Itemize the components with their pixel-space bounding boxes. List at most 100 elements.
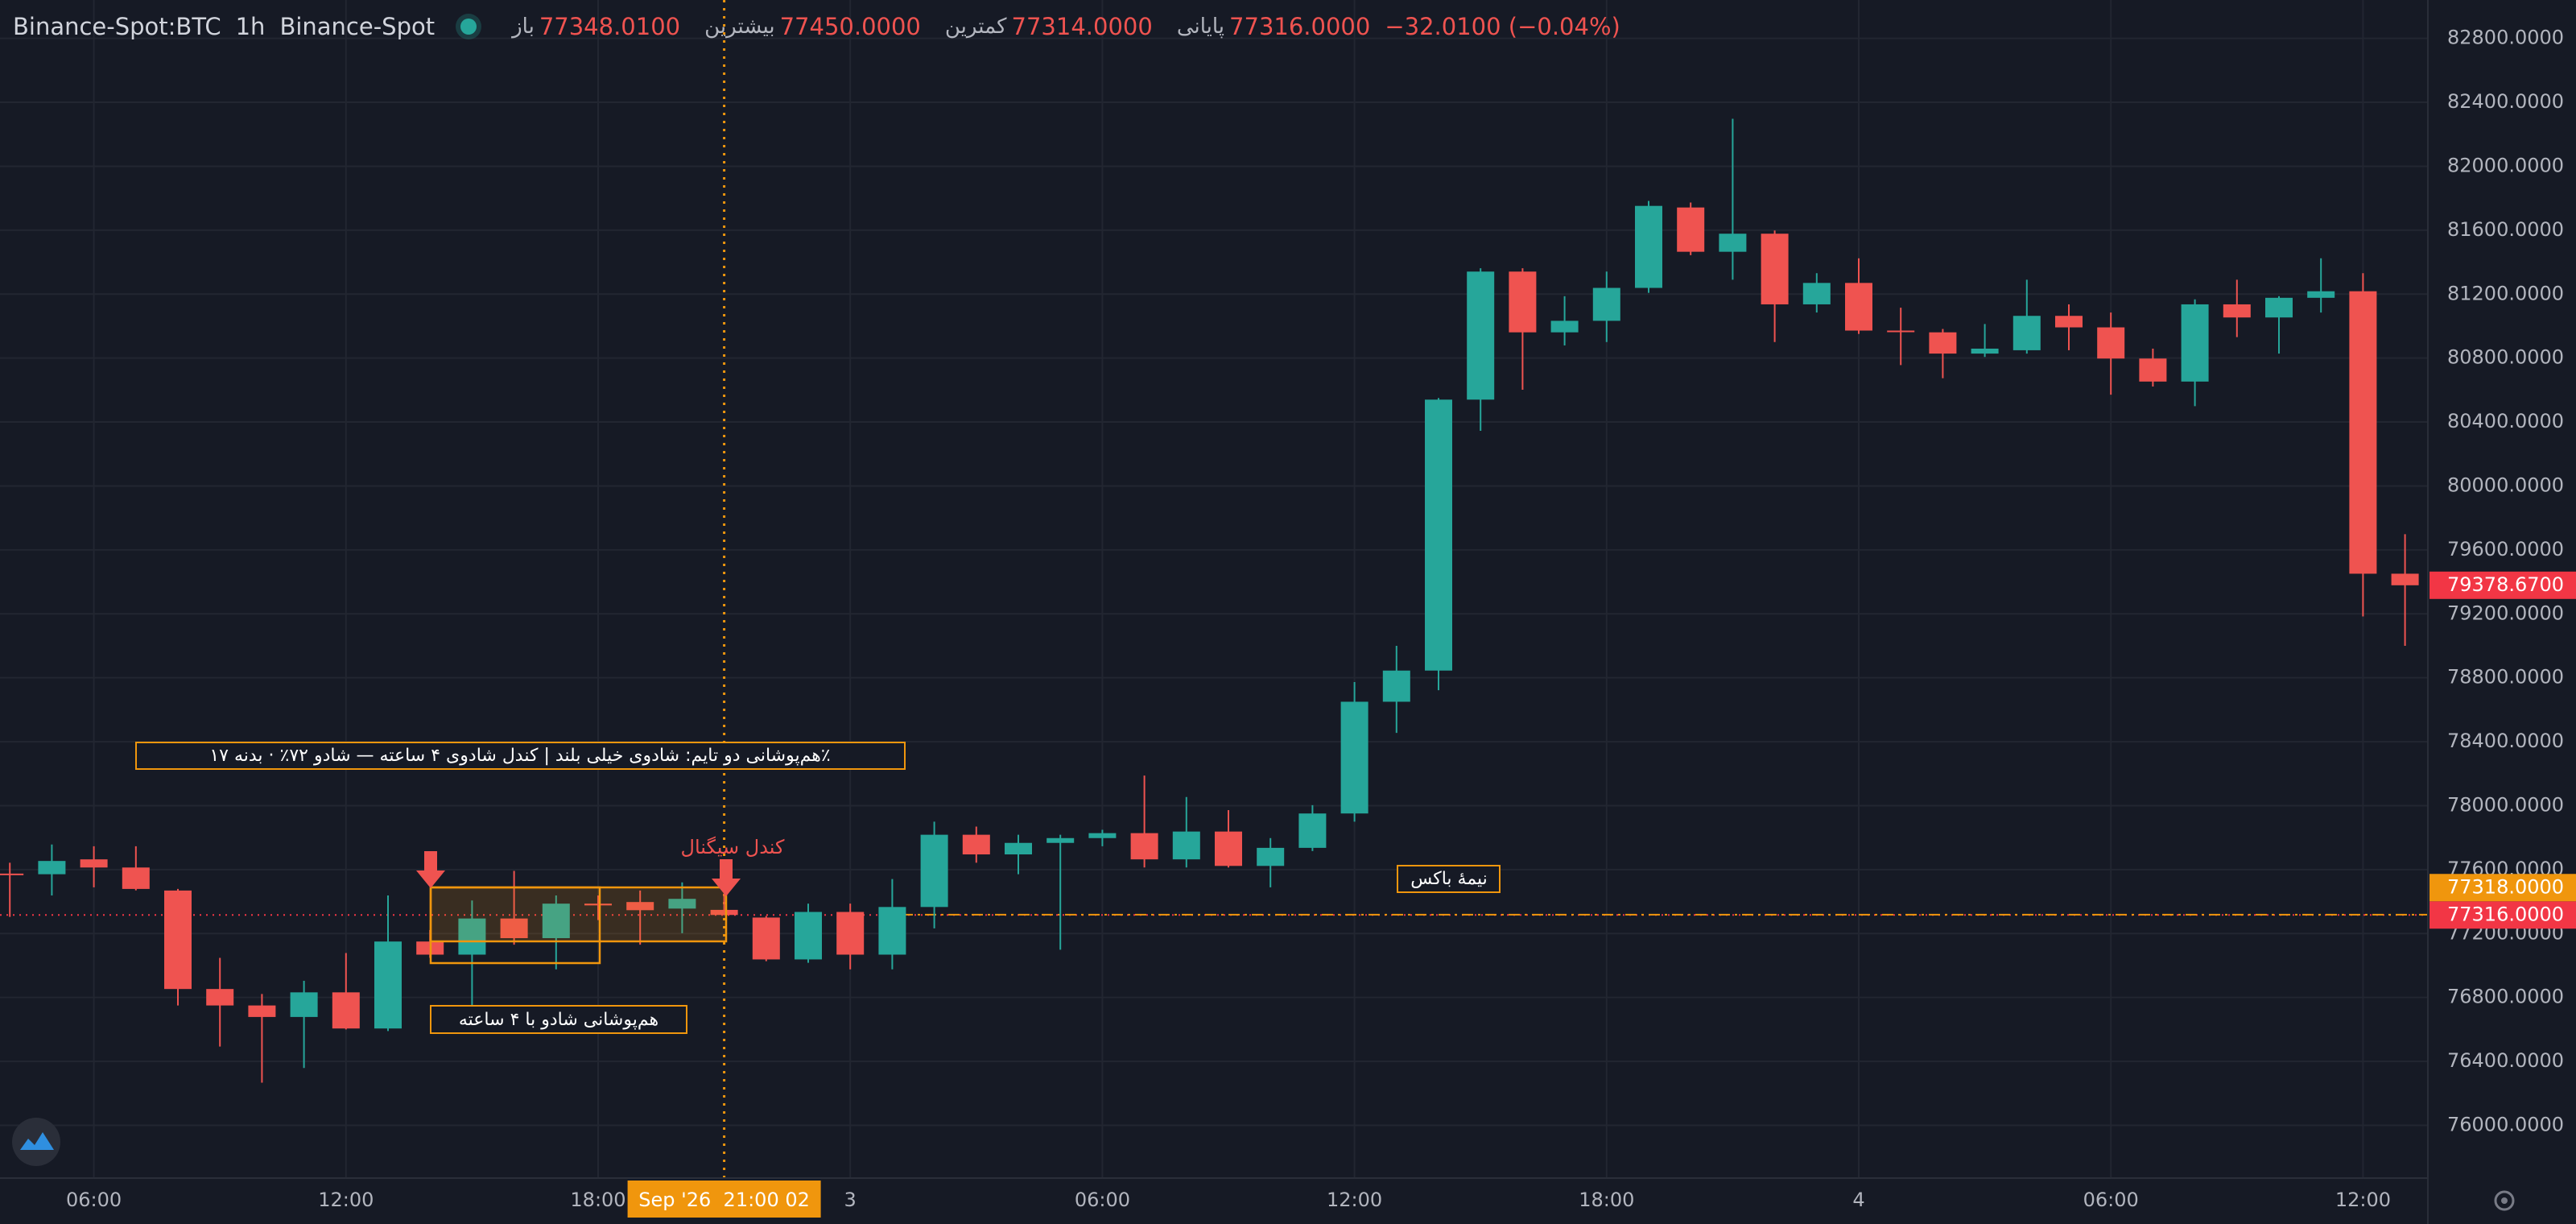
- x-tick-label: 18:00: [570, 1189, 625, 1211]
- candle-body: [374, 941, 402, 1029]
- y-tick-label: 82000.0000: [2447, 154, 2564, 176]
- candle-body: [2349, 291, 2377, 574]
- candle-body: [1046, 837, 1075, 843]
- x-tick-label: 06:00: [1075, 1189, 1130, 1211]
- logo-mark: [20, 1132, 54, 1150]
- legend-item: باز 77348.0100: [502, 13, 680, 40]
- y-tick-label: 78400.0000: [2447, 730, 2564, 752]
- y-tick-label: 78800.0000: [2447, 666, 2564, 688]
- candle-body: [878, 907, 906, 955]
- candle-body: [1088, 833, 1117, 838]
- crosshair-label-bg: [627, 1181, 821, 1218]
- legend-label: پایانی: [1176, 14, 1225, 39]
- x-tick-label: 06:00: [2083, 1189, 2139, 1211]
- candle-body: [164, 890, 192, 990]
- note-text: هم‌پوشانی شادو با ۴ ساعته: [459, 1010, 658, 1030]
- y-tick-label: 81200.0000: [2447, 282, 2564, 304]
- symbol[interactable]: Binance-Spot:BTC: [13, 13, 221, 40]
- candle-body: [542, 904, 570, 939]
- header: Binance-Spot:BTC 1h Binance-Spot باز 7734…: [13, 8, 1620, 45]
- legend-value: 77316.0000: [1229, 13, 1371, 40]
- candle-body: [2181, 304, 2209, 382]
- status-dot: [460, 19, 477, 35]
- candle-body: [332, 992, 360, 1029]
- candle-body: [1215, 831, 1242, 866]
- x-tick-label: 3: [844, 1189, 857, 1211]
- candle-body: [1550, 320, 1579, 333]
- price-tag: [2429, 571, 2576, 599]
- y-tick-label: 80000.0000: [2447, 473, 2564, 496]
- candle-body: [668, 899, 696, 909]
- x-tick-label: 06:00: [66, 1189, 122, 1211]
- candle-body: [1257, 847, 1285, 866]
- settings-gear-center: [2501, 1197, 2508, 1204]
- interval[interactable]: 1h: [235, 13, 266, 40]
- annotations: کندل سیگنال هم‌پوشانی دو تایم: شادوی خیل…: [135, 742, 1501, 1034]
- y-tick-label: 76400.0000: [2447, 1049, 2564, 1072]
- candle-body: [1887, 330, 1915, 333]
- arrow: [712, 859, 741, 896]
- candle-body: [458, 918, 486, 955]
- candle-body: [2055, 316, 2083, 328]
- candle-body: [0, 873, 24, 875]
- y-tick-label: 82800.0000: [2447, 27, 2564, 49]
- candle-body: [1635, 205, 1662, 288]
- legend-label: بیشترین: [704, 14, 775, 39]
- legend-item: بیشترین 77450.0000: [695, 13, 921, 40]
- candle-body: [920, 834, 948, 908]
- y-tick-label: 80800.0000: [2447, 346, 2564, 369]
- legend-change: −32.0100 (−0.04%): [1385, 13, 1620, 40]
- candle-body: [1929, 332, 1957, 354]
- candle-body: [1298, 813, 1327, 848]
- candle-body: [584, 904, 612, 906]
- logo: [12, 1118, 60, 1166]
- candle-body: [248, 1005, 276, 1017]
- candle-body: [1340, 701, 1368, 814]
- candle-body: [206, 989, 234, 1006]
- legend-label: کمترین: [944, 14, 1007, 39]
- price-tag: [2429, 874, 2576, 902]
- candle-body: [795, 912, 822, 960]
- candle-body: [2307, 291, 2335, 298]
- candle-body: [1971, 348, 1999, 354]
- x-tick-label: 18:00: [1579, 1189, 1634, 1211]
- candle-body: [1719, 234, 1747, 252]
- candle-body: [500, 918, 528, 939]
- candle-body: [1761, 234, 1789, 304]
- candle-body: [2265, 297, 2293, 318]
- note-box: [1397, 865, 1501, 893]
- candle-body: [1425, 399, 1452, 671]
- y-tick-label: 79200.0000: [2447, 602, 2564, 624]
- candle-body: [1509, 271, 1537, 333]
- legend-value: 77450.0000: [779, 13, 921, 40]
- arrow: [416, 851, 445, 888]
- candle-body: [1382, 670, 1410, 702]
- candle-body: [2223, 304, 2251, 318]
- y-tick-label: 82400.0000: [2447, 90, 2564, 113]
- legend-item: پایانی 77316.0000: [1167, 13, 1371, 40]
- candle-body: [2097, 327, 2125, 359]
- y-tick-label: 78000.0000: [2447, 793, 2564, 816]
- price-tag-label: 79378.6700: [2447, 573, 2564, 596]
- candle-body: [2391, 573, 2419, 585]
- box-overlap: [429, 886, 728, 943]
- y-tick-label: 81600.0000: [2447, 218, 2564, 241]
- candle-body: [710, 909, 738, 916]
- x-tick-label: 12:00: [2335, 1189, 2391, 1211]
- candles: [0, 118, 2419, 1083]
- candle-body: [626, 902, 654, 911]
- candle-body: [38, 861, 66, 875]
- y-tick-label: 76800.0000: [2447, 986, 2564, 1008]
- candle-body: [1130, 833, 1158, 860]
- candle-body: [1677, 207, 1705, 252]
- note-text: هم‌پوشانی دو تایم: شادوی خیلی بلند | کند…: [209, 746, 830, 766]
- y-tick-label: 79600.0000: [2447, 538, 2564, 560]
- settings[interactable]: [2494, 1190, 2515, 1211]
- y-tick-label: 80400.0000: [2447, 410, 2564, 432]
- candle-body: [1592, 287, 1620, 321]
- settings-gear[interactable]: [2494, 1190, 2515, 1211]
- note-box: [135, 742, 906, 770]
- candle-body: [1467, 271, 1495, 400]
